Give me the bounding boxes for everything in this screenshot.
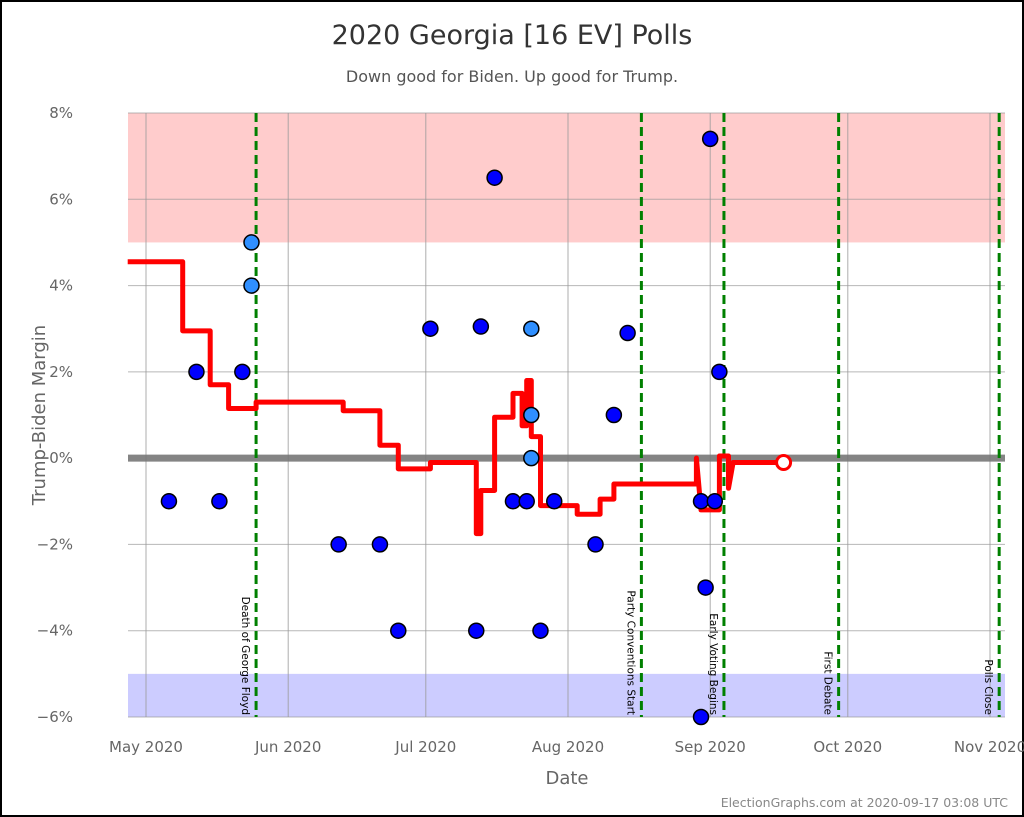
poll-marker[interactable] <box>701 130 719 148</box>
x-tick-label: Oct 2020 <box>813 738 882 756</box>
poll-marker[interactable] <box>486 169 503 186</box>
event-label: Death of George Floyd <box>239 597 251 715</box>
y-tick-label: −4% <box>37 622 73 640</box>
credit-text: ElectionGraphs.com at 2020-09-17 03:08 U… <box>721 795 1009 810</box>
poll-marker[interactable] <box>390 622 407 639</box>
y-tick-label: −2% <box>37 535 73 553</box>
band-strong-biden <box>128 673 1005 717</box>
event-label: Early Voting Begins <box>707 613 719 715</box>
y-tick-label: 0% <box>49 449 73 467</box>
poll-marker[interactable] <box>605 406 623 424</box>
poll-marker[interactable] <box>330 536 347 553</box>
x-tick-label: Aug 2020 <box>532 738 604 756</box>
x-tick-label: Jul 2020 <box>394 738 456 756</box>
event-label: First Debate <box>822 651 834 715</box>
poll-marker[interactable] <box>545 493 563 510</box>
poll-marker[interactable] <box>523 320 540 337</box>
poll-marker[interactable] <box>422 320 439 337</box>
poll-marker[interactable] <box>160 493 178 510</box>
poll-marker[interactable] <box>587 536 604 553</box>
poll-marker[interactable] <box>234 363 251 381</box>
y-tick-label: 8% <box>49 104 73 122</box>
plot-area: Death of George Floyd Party Conventions S… <box>127 112 1005 726</box>
x-tick-label: Sep 2020 <box>675 738 746 756</box>
y-axis-ticks: 8% 6% 4% 2% 0% −2% −4% −6% <box>37 104 73 726</box>
x-axis-label: Date <box>545 768 588 789</box>
poll-marker[interactable] <box>504 493 522 510</box>
poll-marker[interactable] <box>472 318 490 335</box>
poll-marker[interactable] <box>692 708 710 726</box>
x-tick-label: May 2020 <box>109 738 183 756</box>
chart-subtitle: Down good for Biden. Up good for Trump. <box>346 67 678 86</box>
poll-marker[interactable] <box>711 363 728 381</box>
x-axis-ticks: May 2020 Jun 2020 Jul 2020 Aug 2020 Sep 2020… <box>109 738 1024 756</box>
y-tick-label: 6% <box>49 190 73 208</box>
poll-marker[interactable] <box>371 536 389 553</box>
x-tick-label: Nov 2020 <box>954 738 1024 756</box>
poll-marker[interactable] <box>518 493 535 510</box>
poll-marker[interactable] <box>243 234 260 251</box>
poll-marker[interactable] <box>211 493 228 510</box>
event-label: Polls Close <box>982 659 994 715</box>
poll-marker[interactable] <box>706 493 724 510</box>
event-label: Party Conventions Start <box>624 590 636 715</box>
poll-marker[interactable] <box>697 579 714 596</box>
chart-title: 2020 Georgia [16 EV] Polls <box>332 20 693 51</box>
current-average-marker[interactable] <box>775 453 793 471</box>
average-line <box>127 259 784 537</box>
y-tick-label: −6% <box>37 708 73 726</box>
poll-marker[interactable] <box>619 324 636 342</box>
poll-marker[interactable] <box>523 449 540 467</box>
y-tick-label: 2% <box>49 363 73 381</box>
band-strong-trump <box>128 113 1005 243</box>
poll-marker[interactable] <box>523 406 540 424</box>
poll-marker[interactable] <box>468 622 485 639</box>
y-axis-label: Trump-Biden Margin <box>29 325 50 506</box>
x-tick-label: Jun 2020 <box>254 738 321 756</box>
poll-marker[interactable] <box>532 622 549 639</box>
poll-marker[interactable] <box>692 493 710 510</box>
poll-marker[interactable] <box>188 363 205 381</box>
y-tick-label: 4% <box>49 277 73 295</box>
poll-marker[interactable] <box>243 277 260 294</box>
